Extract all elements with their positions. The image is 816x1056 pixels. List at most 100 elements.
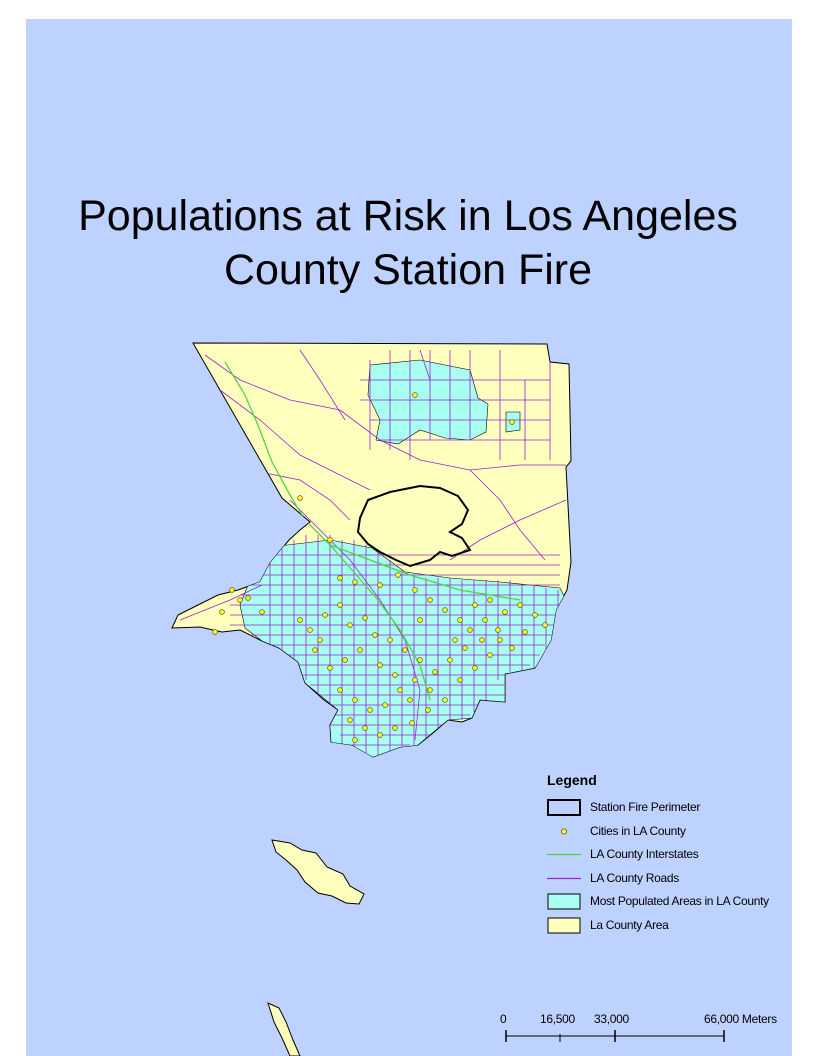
map-canvas: [171, 342, 572, 1056]
city-point: [347, 717, 353, 723]
legend-label-roads: LA County Roads: [590, 870, 679, 885]
catalina-island: [271, 839, 365, 905]
map-title-line-2: County Station Fire: [223, 246, 593, 294]
road-line-swatch: [547, 877, 581, 879]
city-point: [327, 537, 333, 543]
legend-label-cities: Cities in LA County: [590, 823, 686, 838]
city-point: [412, 677, 418, 683]
city-point: [472, 665, 478, 671]
city-point: [502, 609, 508, 615]
city-point: [479, 637, 485, 643]
city-point: [412, 587, 418, 593]
city-point: [312, 647, 318, 653]
city-point: [532, 612, 538, 618]
city-point: [347, 622, 353, 628]
city-point: [297, 495, 303, 501]
scale-bar: 0 16,500 33,000 66,000 Meters: [498, 1008, 798, 1048]
legend-item-county-area: La County Area: [547, 916, 807, 940]
city-point: [407, 697, 413, 703]
map-title-line-1: Populations at Risk in Los Angeles: [78, 192, 738, 240]
station-fire-perimeter: [356, 484, 472, 568]
city-point: [412, 392, 418, 398]
city-point: [427, 597, 433, 603]
city-point: [362, 615, 368, 621]
city-point: [337, 575, 343, 581]
city-point: [322, 612, 328, 618]
city-point: [377, 582, 383, 588]
legend-label-fire-perimeter: Station Fire Perimeter: [590, 800, 701, 814]
legend-label-county-area: La County Area: [590, 917, 669, 932]
city-point: [457, 617, 463, 623]
city-point: [462, 645, 468, 651]
city-point: [237, 597, 243, 603]
city-point: [357, 647, 363, 653]
city-point: [402, 647, 408, 653]
legend-title: Legend: [547, 772, 597, 788]
city-point: [259, 609, 265, 615]
city-point: [517, 602, 523, 608]
city-point: [337, 602, 343, 608]
city-point: [245, 595, 251, 601]
city-point: [427, 687, 433, 693]
city-point: [495, 627, 501, 633]
city-point: [337, 687, 343, 693]
city-point: [397, 687, 403, 693]
city-point: [362, 725, 368, 731]
city-point: [352, 579, 358, 585]
city-point: [395, 572, 401, 578]
scale-bar-graphic: [505, 1030, 725, 1042]
interstate-line-swatch: [547, 853, 581, 856]
city-point: [417, 617, 423, 623]
city-point: [497, 637, 503, 643]
city-point: [432, 669, 438, 675]
city-point: [382, 702, 388, 708]
city-point: [372, 632, 378, 638]
city-point: [472, 602, 478, 608]
city-point: [392, 672, 398, 678]
legend: Legend Station Fire Perimeter Cities in …: [547, 772, 807, 939]
populated-area-swatch: [547, 893, 581, 910]
city-point: [297, 617, 303, 623]
city-point: [377, 732, 383, 738]
city-point: [342, 657, 348, 663]
city-points: [212, 392, 548, 743]
legend-item-fire-perimeter: Station Fire Perimeter: [547, 798, 807, 822]
city-point: [447, 657, 453, 663]
city-marker-icon: [560, 828, 567, 834]
scale-label-3: 66,000 Meters: [704, 1012, 777, 1026]
city-point: [442, 607, 448, 613]
city-point: [229, 587, 235, 593]
city-point: [487, 597, 493, 603]
legend-label-interstates: LA County Interstates: [590, 847, 699, 861]
scale-label-1: 16,500: [540, 1012, 575, 1026]
city-point: [387, 637, 393, 643]
city-point: [542, 622, 548, 628]
map-frame: [26, 19, 792, 1056]
city-point: [367, 707, 373, 713]
scale-label-0: 0: [500, 1012, 507, 1026]
city-point: [409, 720, 415, 726]
san-clemente-island: [267, 1002, 301, 1056]
legend-item-interstates: LA County Interstates: [547, 845, 807, 869]
city-point: [457, 677, 463, 683]
city-point: [442, 697, 448, 703]
city-point: [417, 657, 423, 663]
city-point: [317, 637, 323, 643]
city-point: [392, 725, 398, 731]
city-point: [352, 737, 358, 743]
city-point: [487, 652, 493, 658]
interstates: [224, 361, 521, 701]
city-point: [509, 645, 515, 651]
city-point: [307, 627, 313, 633]
city-point: [327, 665, 333, 671]
legend-item-populated-areas: Most Populated Areas in LA County: [547, 892, 807, 916]
city-point: [509, 419, 515, 425]
fire-perimeter-swatch: [547, 799, 581, 816]
city-point: [452, 637, 458, 643]
city-point: [425, 707, 431, 713]
city-point: [467, 627, 473, 633]
city-point: [219, 609, 225, 615]
city-point: [377, 662, 383, 668]
city-point: [212, 629, 218, 635]
scale-label-2: 33,000: [594, 1012, 629, 1026]
